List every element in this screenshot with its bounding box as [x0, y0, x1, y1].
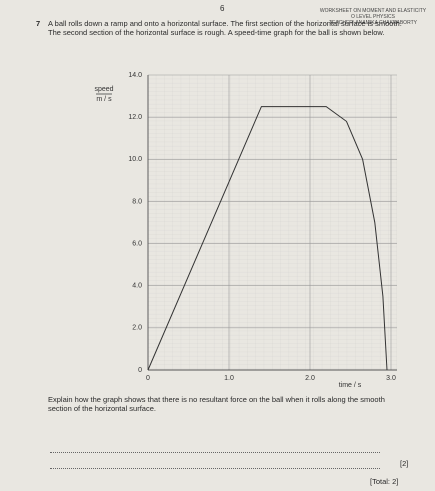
- y-tick-label: 6.0: [132, 240, 142, 247]
- minor-grid: [148, 75, 397, 370]
- answer-line: [50, 468, 380, 469]
- marks: [2]: [400, 459, 409, 468]
- x-tick-label: 2.0: [305, 375, 315, 382]
- y-tick-label: 2.0: [132, 325, 142, 332]
- y-tick-label: 14.0: [128, 72, 142, 79]
- y-axis-label: speed: [94, 86, 113, 93]
- y-tick-label: 10.0: [128, 156, 142, 163]
- question-number: 7: [36, 19, 41, 28]
- x-tick-label: 0: [146, 375, 150, 382]
- y-axis-unit: m / s: [96, 96, 112, 103]
- y-tick-label: 8.0: [132, 198, 142, 205]
- speed-line: [147, 106, 388, 371]
- answer-line: [50, 452, 380, 453]
- page-number: 6: [220, 4, 225, 13]
- y-tick-label: 12.0: [128, 114, 142, 121]
- y-tick-label: 4.0: [132, 283, 142, 290]
- header-title: WORKSHEET ON MOMENT AND ELASTICITY: [319, 8, 427, 14]
- x-tick-label: 1.0: [224, 375, 234, 382]
- x-axis-label: time / s: [339, 382, 362, 389]
- header-subject: O LEVEL PHYSICS: [351, 14, 395, 20]
- x-tick-label: 3.0: [386, 375, 396, 382]
- question-prompt: Explain how the graph shows that there i…: [48, 395, 385, 413]
- header-teacher: TEACHER: ANAMIKA CHAKRABORTY: [329, 20, 417, 26]
- question-stem: A ball rolls down a ramp and onto a hori…: [48, 19, 402, 37]
- total-marks: [Total: 2]: [370, 477, 399, 486]
- y-tick-label: 0: [138, 367, 142, 374]
